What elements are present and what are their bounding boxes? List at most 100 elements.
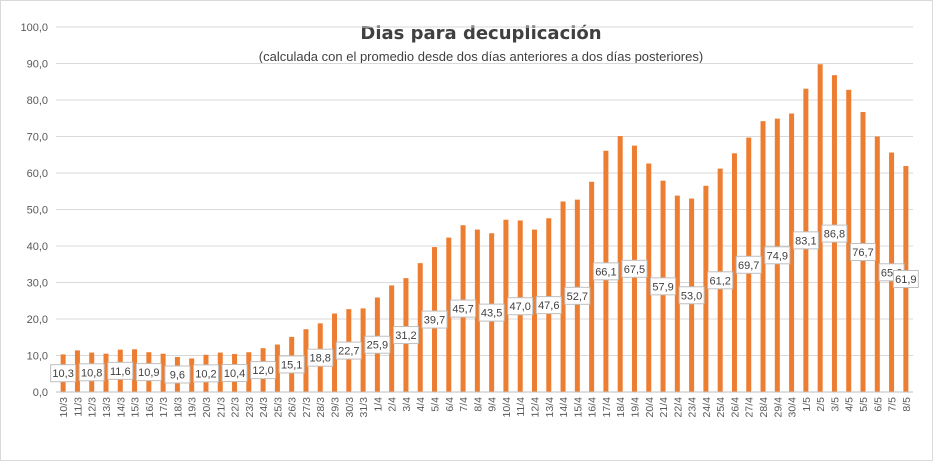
x-tick-label: 30/4 bbox=[787, 397, 799, 418]
data-label-box bbox=[450, 299, 477, 318]
bar bbox=[360, 308, 366, 392]
x-tick-label: 2/4 bbox=[387, 397, 399, 412]
chart-subtitle: (calculada con el promedio desde dos día… bbox=[259, 49, 703, 64]
data-label: 61,9 bbox=[892, 270, 919, 289]
data-label: 31,2 bbox=[392, 326, 419, 345]
bar bbox=[589, 181, 595, 392]
x-tick-label: 1/4 bbox=[372, 397, 384, 412]
bar bbox=[246, 352, 252, 392]
data-labels: 10,3 10,8 11,6 10,9 9,6 10,2 10,4 12,0 15,1 18,8 2… bbox=[50, 224, 919, 384]
x-tick-label: 7/5 bbox=[887, 397, 899, 412]
x-tick-label: 22/3 bbox=[230, 397, 242, 418]
data-label-box bbox=[735, 255, 762, 274]
x-tick-label: 19/4 bbox=[629, 397, 641, 418]
data-label: 15,1 bbox=[278, 355, 305, 374]
data-label: 39,7 bbox=[421, 310, 448, 329]
x-tick-label: 16/4 bbox=[587, 397, 599, 418]
y-axis: 0,0 10,0 20,0 30,0 40,0 50,0 60,0 70,0 80,0 90,0 1… bbox=[20, 22, 48, 399]
data-label-box bbox=[278, 355, 305, 374]
data-label: 76,7 bbox=[850, 243, 877, 262]
data-label-box bbox=[192, 364, 219, 383]
data-label-box bbox=[307, 348, 334, 367]
x-tick-label: 30/3 bbox=[344, 397, 356, 418]
x-tick-label: 22/4 bbox=[672, 397, 684, 418]
data-label-box bbox=[135, 363, 162, 382]
data-label-box bbox=[707, 271, 734, 290]
data-label: 10,9 bbox=[135, 363, 162, 382]
y-tick-label: 30,0 bbox=[27, 278, 48, 290]
x-tick-label: 13/4 bbox=[544, 397, 556, 418]
y-tick-label: 60,0 bbox=[27, 168, 48, 180]
x-tick-label: 21/3 bbox=[215, 397, 227, 418]
data-label-text: 52,7 bbox=[567, 291, 588, 303]
bar bbox=[817, 64, 823, 393]
x-tick-label: 24/3 bbox=[258, 397, 270, 418]
data-label: 10,3 bbox=[50, 364, 77, 383]
data-label-text: 10,8 bbox=[81, 367, 102, 379]
data-label-box bbox=[507, 297, 534, 316]
x-tick-label: 9/4 bbox=[487, 397, 499, 412]
x-tick-label: 3/4 bbox=[401, 397, 413, 412]
data-label-text: 74,9 bbox=[767, 250, 788, 262]
data-label-box bbox=[535, 296, 562, 315]
x-tick-label: 8/5 bbox=[901, 397, 913, 412]
x-tick-label: 23/4 bbox=[687, 397, 699, 418]
bar bbox=[160, 353, 166, 392]
data-label-text: 69,7 bbox=[738, 260, 759, 272]
data-label-box bbox=[764, 246, 791, 265]
x-tick-label: 25/4 bbox=[715, 397, 727, 418]
data-label-text: 9,6 bbox=[170, 369, 185, 381]
x-tick-label: 4/4 bbox=[415, 397, 427, 412]
bar bbox=[474, 229, 480, 392]
data-label-box bbox=[678, 286, 705, 305]
bar bbox=[646, 163, 652, 392]
data-label-box bbox=[78, 363, 105, 382]
data-label: 66,1 bbox=[592, 262, 619, 281]
bar bbox=[731, 153, 737, 392]
data-label-text: 10,4 bbox=[224, 368, 245, 380]
data-label-box bbox=[250, 361, 277, 380]
bar bbox=[703, 185, 709, 392]
x-axis: 10/3 11/3 12/3 13/3 14/3 15/3 16/3 17/3 18/3 19/3… bbox=[58, 397, 913, 418]
data-label-box bbox=[621, 259, 648, 278]
x-tick-label: 17/3 bbox=[158, 397, 170, 418]
x-tick-label: 10/3 bbox=[58, 397, 70, 418]
x-tick-label: 29/4 bbox=[772, 397, 784, 418]
data-label: 61,2 bbox=[707, 271, 734, 290]
x-tick-label: 12/3 bbox=[87, 397, 99, 418]
data-label-text: 61,2 bbox=[709, 275, 730, 287]
data-label-text: 83,1 bbox=[795, 235, 816, 247]
data-label-box bbox=[592, 262, 619, 281]
data-label-box bbox=[892, 270, 919, 289]
data-label: 12,0 bbox=[250, 361, 277, 380]
y-tick-label: 50,0 bbox=[27, 205, 48, 217]
data-label: 18,8 bbox=[307, 348, 334, 367]
data-label-text: 47,0 bbox=[509, 301, 530, 313]
data-label: 83,1 bbox=[792, 231, 819, 250]
x-tick-label: 27/4 bbox=[744, 397, 756, 418]
x-tick-label: 13/3 bbox=[101, 397, 113, 418]
data-label-text: 43,5 bbox=[481, 308, 502, 320]
data-label-text: 47,6 bbox=[538, 300, 559, 312]
data-label-box bbox=[107, 361, 134, 380]
data-label-box bbox=[392, 326, 419, 345]
data-label: 10,4 bbox=[221, 364, 248, 383]
data-label-text: 86,8 bbox=[824, 229, 845, 241]
x-tick-label: 16/3 bbox=[144, 397, 156, 418]
data-label-box bbox=[650, 277, 677, 296]
x-tick-label: 11/3 bbox=[72, 397, 84, 417]
x-tick-label: 20/3 bbox=[201, 397, 213, 418]
x-tick-label: 24/4 bbox=[701, 397, 713, 418]
x-tick-label: 4/5 bbox=[844, 397, 856, 412]
bar bbox=[560, 201, 566, 392]
bar bbox=[274, 344, 280, 392]
x-tick-label: 29/3 bbox=[330, 397, 342, 418]
y-tick-label: 0,0 bbox=[33, 387, 48, 399]
data-label: 10,2 bbox=[192, 364, 219, 383]
data-label-box bbox=[792, 231, 819, 250]
data-label-text: 11,6 bbox=[110, 366, 131, 378]
data-label-box bbox=[421, 310, 448, 329]
data-label-text: 22,7 bbox=[338, 346, 359, 358]
data-label-text: 25,9 bbox=[367, 340, 388, 352]
